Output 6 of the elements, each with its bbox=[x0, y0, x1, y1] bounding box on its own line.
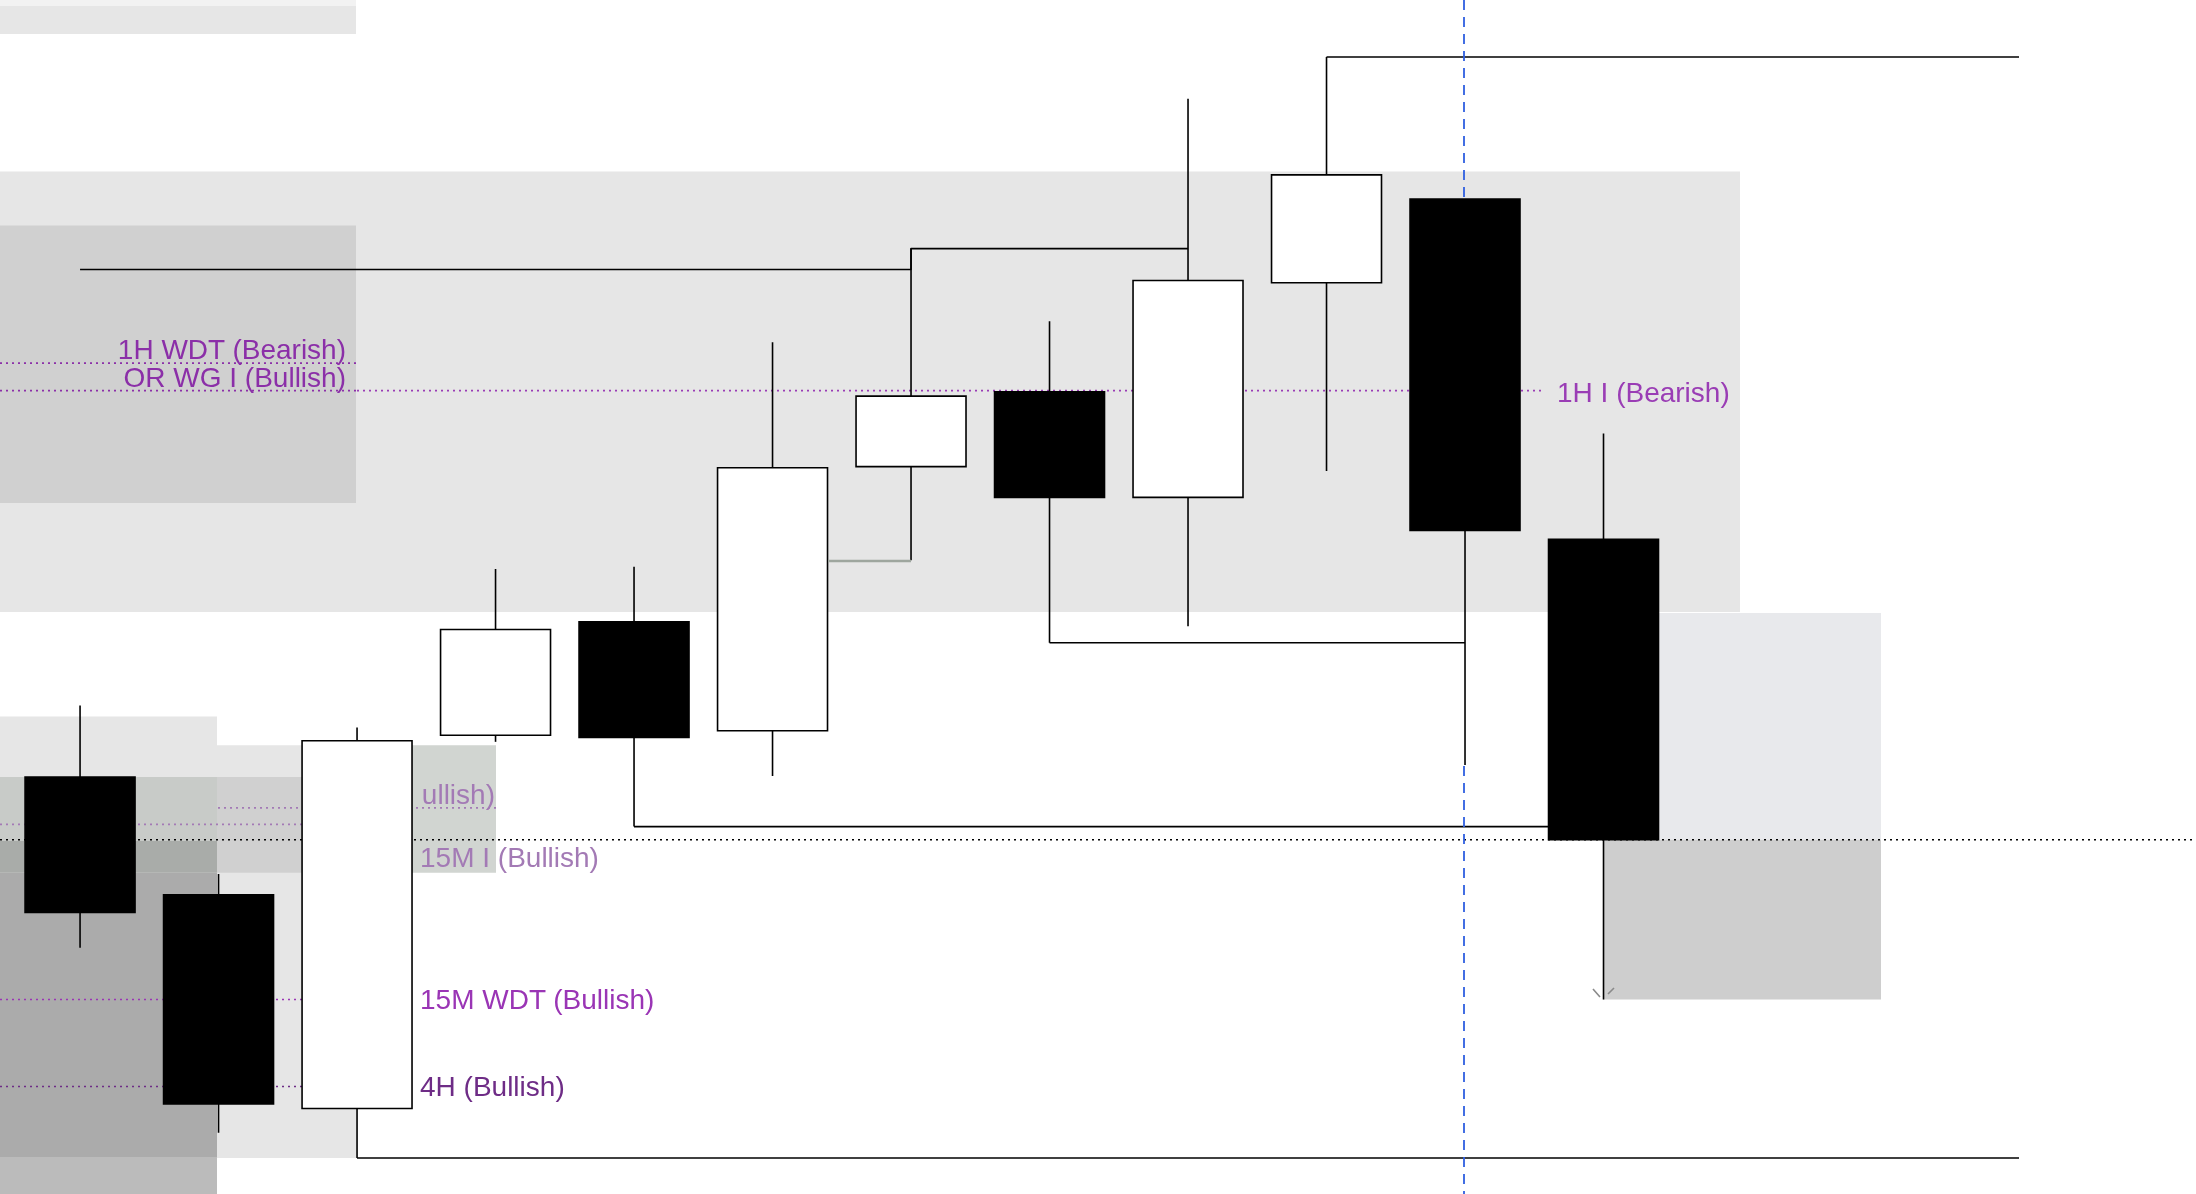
ref-line-label: 1H I (Bearish) bbox=[1557, 376, 1730, 408]
ref-line-label: 15M WDT (Bullish) bbox=[420, 984, 655, 1016]
ref-line-label: 15M I (Bullish) bbox=[420, 842, 599, 874]
ref-line-label: 1H WDT (Bearish) bbox=[117, 334, 346, 366]
ref-line-label: ullish) bbox=[421, 778, 495, 810]
ref-line-label: 4H (Bullish) bbox=[420, 1071, 565, 1103]
